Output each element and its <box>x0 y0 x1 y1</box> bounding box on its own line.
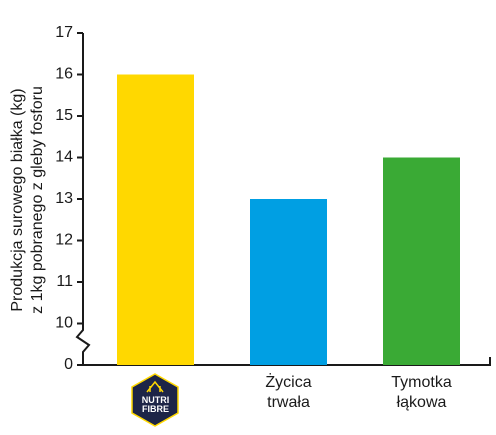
bar <box>383 157 460 365</box>
y-tick-label: 10 <box>55 315 73 332</box>
y-tick-label: 15 <box>55 107 73 124</box>
x-tick-label: Życica trwała <box>265 372 311 411</box>
x-tick-label: Tymotka łąkowa <box>391 374 452 411</box>
x-tick-label: NUTRI FIBRE <box>142 395 170 414</box>
y-tick-label: 16 <box>55 66 73 83</box>
y-tick-label: 12 <box>55 232 73 249</box>
x-axis <box>83 357 491 366</box>
logo <box>131 373 179 427</box>
y-tick-label: 17 <box>55 24 73 41</box>
y-tick-label: 13 <box>55 190 73 207</box>
logo-hexagon <box>131 373 179 427</box>
bar <box>250 199 327 365</box>
logo-icon <box>146 380 164 393</box>
y-axis-title-line: Produkcja surowego białka (kg) <box>9 88 26 311</box>
y-axis <box>75 33 91 365</box>
bar <box>117 74 194 365</box>
y-tick-label: 11 <box>56 273 73 290</box>
y-axis-title-line: z 1kg pobranego z gleby fosforu <box>29 86 46 314</box>
y-tick-label: 14 <box>55 149 73 166</box>
y-axis-title: Produkcja surowego białka (kg) z 1kg pob… <box>9 86 46 314</box>
y-tick-label: 0 <box>64 356 73 373</box>
